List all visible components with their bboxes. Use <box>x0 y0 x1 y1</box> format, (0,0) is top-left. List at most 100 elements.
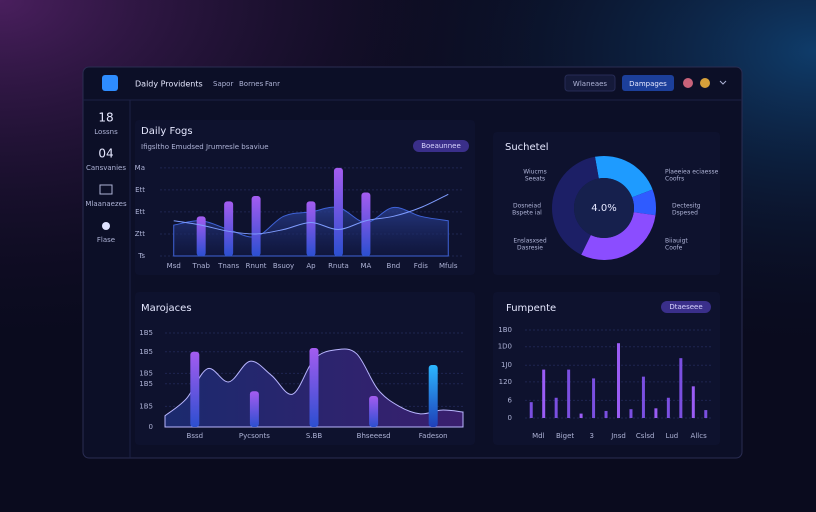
x-tick-label: Bssd <box>187 432 204 440</box>
donut-segment <box>581 212 656 260</box>
y-tick-label: 1J0 <box>501 361 512 369</box>
y-tick-label: 1B5 <box>139 402 153 410</box>
y-tick-label: 1D0 <box>498 343 512 351</box>
donut-label: Biiauigt <box>665 238 688 245</box>
bar <box>369 395 379 427</box>
y-tick-label: Ett <box>135 208 145 216</box>
nav-item[interactable]: Bornes <box>239 80 264 88</box>
x-tick-label: MA <box>360 262 371 270</box>
bar <box>604 410 608 418</box>
bar <box>361 192 371 256</box>
badge-label: Dtaeseee <box>669 303 702 311</box>
bar <box>691 386 695 418</box>
y-tick-label: Ts <box>137 252 145 260</box>
x-tick-label: S.BB <box>306 432 322 440</box>
panel-title: Marojaces <box>141 303 192 314</box>
x-tick-label: Mdl <box>532 432 544 440</box>
x-tick-label: Fdis <box>414 262 428 270</box>
x-tick-label: Rnunt <box>246 262 267 270</box>
bar <box>190 351 200 427</box>
x-tick-label: Biget <box>556 432 574 440</box>
y-tick-label: 1B5 <box>139 369 153 377</box>
bar <box>579 413 583 418</box>
donut-label: Coofrs <box>665 176 684 183</box>
donut-label: Enslasxsed <box>513 238 547 245</box>
bar <box>679 358 683 418</box>
bar <box>554 397 558 418</box>
bar <box>654 408 658 418</box>
bar <box>666 397 670 418</box>
panel-title: Fumpente <box>506 303 556 314</box>
donut-segment <box>552 156 599 255</box>
donut-label: Dspesed <box>672 210 698 217</box>
bar <box>592 378 596 418</box>
y-tick-label: Ett <box>135 186 145 194</box>
donut-label: Dasresie <box>517 245 543 252</box>
x-tick-label: Ap <box>306 262 316 270</box>
y-tick-label: 1B0 <box>498 326 512 334</box>
x-tick-label: Allcs <box>691 432 708 440</box>
bar <box>249 391 259 427</box>
x-tick-label: Rnuta <box>328 262 349 270</box>
button[interactable] <box>564 74 616 92</box>
avatar[interactable] <box>683 78 693 88</box>
x-tick-label: 3 <box>590 432 594 440</box>
bar <box>251 196 261 256</box>
button[interactable] <box>622 75 674 91</box>
x-tick-label: Bsuoy <box>273 262 294 270</box>
y-tick-label: 1B5 <box>139 380 153 388</box>
bar <box>309 348 319 427</box>
bar <box>542 369 546 418</box>
app-title: Daldy Providents <box>135 80 203 89</box>
bar <box>224 201 234 256</box>
x-tick-label: Lud <box>666 432 679 440</box>
bar <box>529 402 533 418</box>
donut-center-label: 4.0% <box>591 203 616 214</box>
panel <box>493 292 720 445</box>
nav-item[interactable]: Fanr <box>265 80 280 88</box>
bar <box>629 409 633 418</box>
y-tick-label: 6 <box>508 396 513 404</box>
donut-label: Dosneiad <box>513 203 541 210</box>
bar <box>196 216 206 256</box>
nav-label[interactable]: Lossns <box>94 128 118 136</box>
badge <box>413 140 469 152</box>
nav-item[interactable]: Sapor <box>213 80 233 88</box>
y-tick-label: 1B5 <box>139 348 153 356</box>
avatar[interactable] <box>700 78 710 88</box>
donut-label: Bspete ial <box>512 210 542 217</box>
donut-label: Coofe <box>665 245 683 252</box>
x-tick-label: Cslsd <box>636 432 655 440</box>
stat-value: 04 <box>98 147 113 161</box>
button-label[interactable]: Wlaneaes <box>573 80 607 88</box>
x-tick-label: Pycsonts <box>239 432 270 440</box>
panel-subtitle: Ifigsltho Emudsed Jrumresle bsaviue <box>141 143 269 151</box>
x-tick-label: Bhseeesd <box>357 432 391 440</box>
logo <box>102 75 118 91</box>
badge-label: Boeaunnee <box>421 142 461 150</box>
icon <box>102 222 110 230</box>
donut-label: Seeats <box>525 176 545 183</box>
badge <box>661 301 711 313</box>
x-tick-label: Fadeson <box>419 432 448 440</box>
x-tick-label: Jnsd <box>610 432 626 440</box>
donut-center <box>574 178 634 238</box>
donut-segment <box>594 156 653 198</box>
panel-title: Daily Fogs <box>141 126 193 137</box>
donut-label: Dectesitg <box>672 203 701 210</box>
bar <box>306 201 316 256</box>
donut-label: Plaeeiea eciaesse <box>665 169 719 176</box>
bar <box>428 364 438 427</box>
donut-segment <box>632 189 656 216</box>
nav-label[interactable]: Cansvanies <box>86 164 126 172</box>
y-tick-label: 0 <box>508 414 512 422</box>
icon <box>99 184 113 195</box>
nav-label[interactable]: Mlaanaezes <box>85 200 127 208</box>
x-tick-label: Tnab <box>191 262 210 270</box>
donut-label: Wiucms <box>523 169 547 176</box>
chevron[interactable] <box>719 80 727 85</box>
nav-label[interactable]: Flase <box>97 236 115 244</box>
y-tick-label: 1B5 <box>139 329 153 337</box>
button-label[interactable]: Dampages <box>629 80 667 88</box>
